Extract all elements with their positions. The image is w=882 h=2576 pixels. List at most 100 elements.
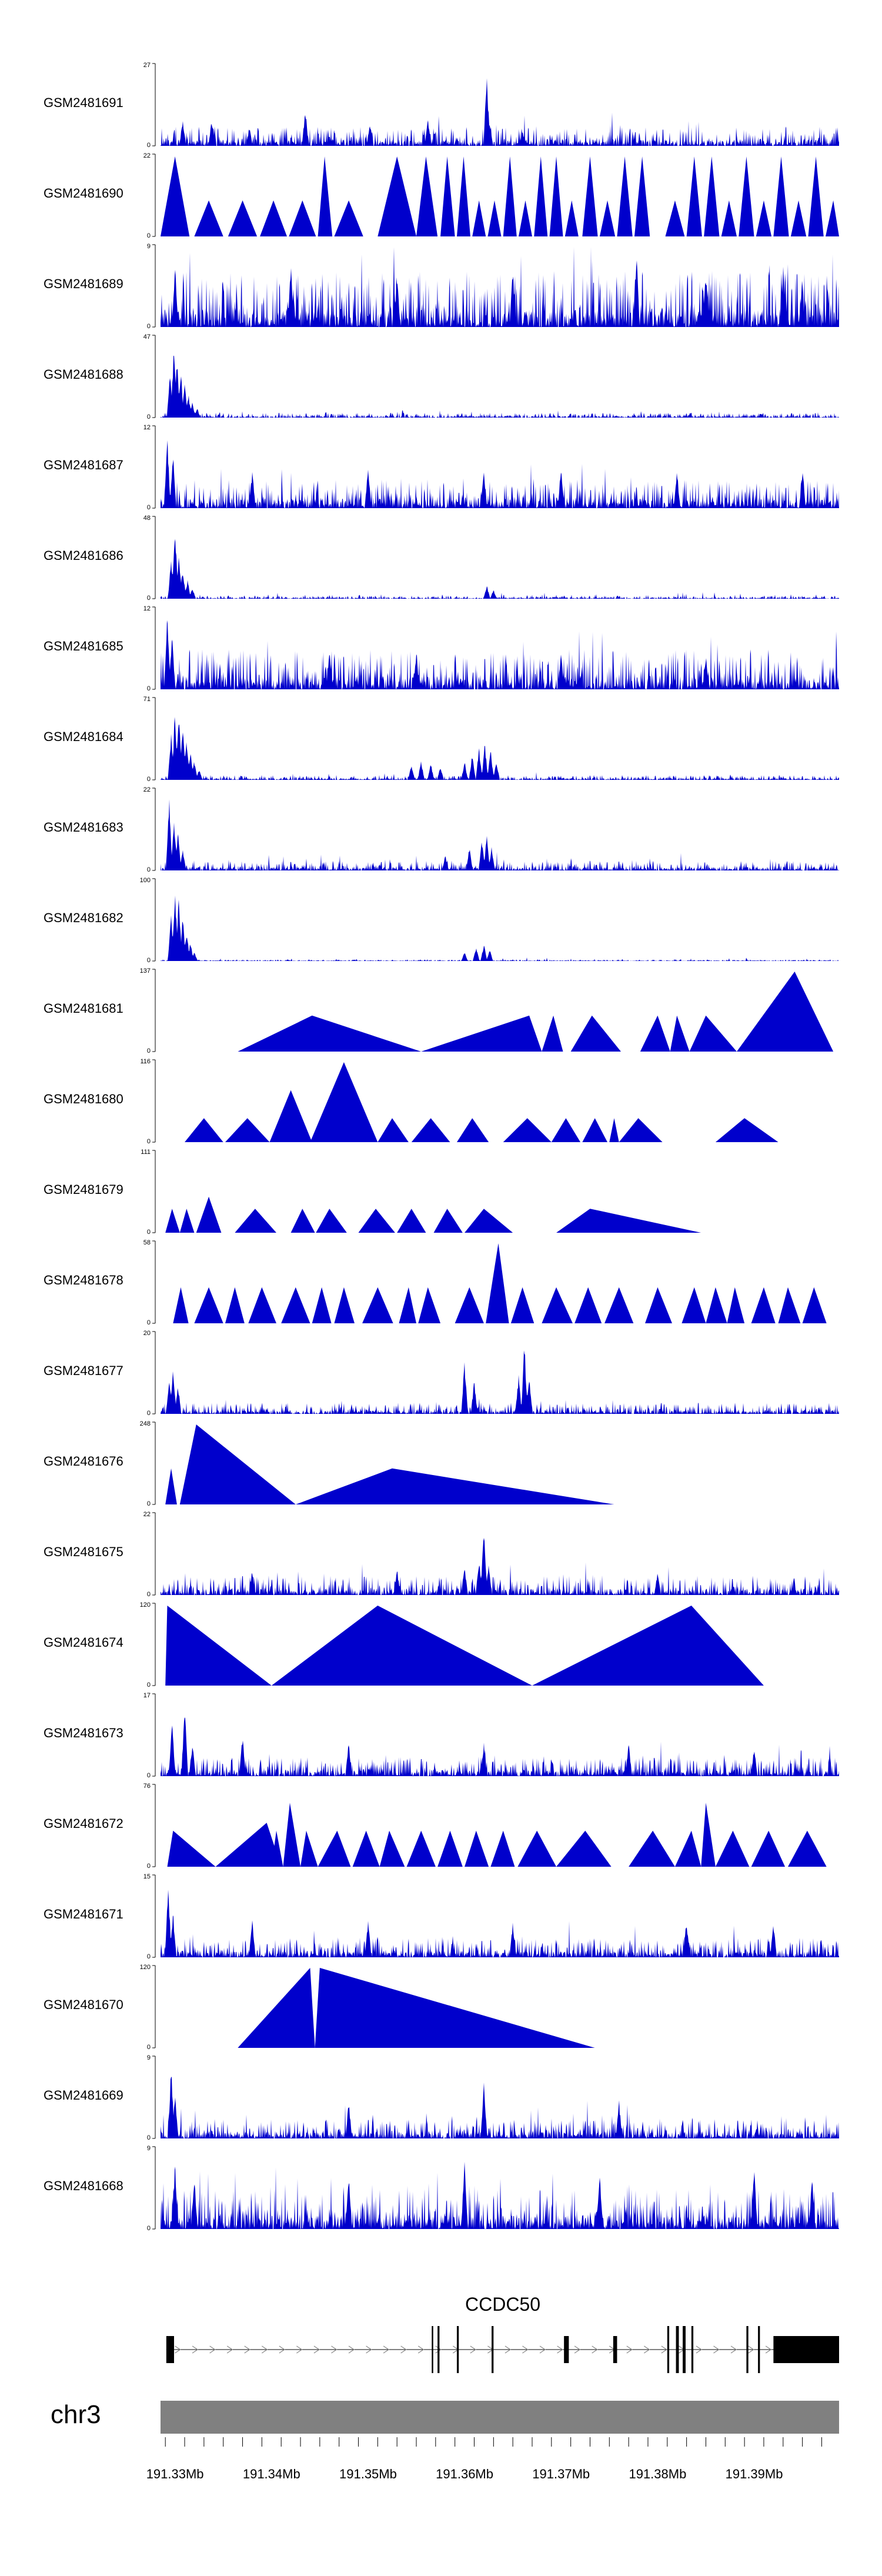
track-ymin-label: 0 xyxy=(147,1319,151,1326)
strand-arrow xyxy=(417,2345,425,2354)
track-GSM2481668: GSM2481668 9 0 xyxy=(44,2145,839,2232)
coverage-peak xyxy=(315,1968,595,2048)
coverage-peak xyxy=(238,1968,315,2048)
gene-exon-marker xyxy=(746,2326,749,2373)
coverage-peak xyxy=(715,1830,750,1867)
coverage-peak xyxy=(629,1830,675,1867)
coverage-peak xyxy=(173,1287,189,1323)
track-ymax-label: 58 xyxy=(143,1239,151,1246)
strand-arrow xyxy=(348,2345,355,2354)
coverage-peak xyxy=(551,1118,581,1142)
axis-tick-label: 191.35Mb xyxy=(339,2467,397,2481)
track-GSM2481679: GSM2481679 111 0 xyxy=(44,1149,701,1236)
strand-arrow xyxy=(366,2345,372,2354)
coverage-peak xyxy=(300,1830,318,1867)
coverage-peak xyxy=(295,1468,614,1504)
strand-arrow xyxy=(175,2345,181,2354)
coverage-peak xyxy=(756,200,772,236)
coverage-peak xyxy=(727,1287,745,1323)
coverage-peak xyxy=(248,1287,276,1323)
track-ymin-label: 0 xyxy=(147,595,151,602)
track-label: GSM2481684 xyxy=(44,729,123,744)
strand-arrow xyxy=(192,2345,199,2354)
coverage-peak xyxy=(455,1287,484,1323)
track-ymax-label: 71 xyxy=(143,696,151,703)
track-GSM2481670: GSM2481670 120 0 xyxy=(44,1964,595,2051)
coverage-peak xyxy=(701,1803,716,1867)
track-ymin-label: 0 xyxy=(147,1500,151,1507)
coverage-peak xyxy=(556,1830,612,1867)
coverage-peak xyxy=(271,1606,532,1686)
gene-exon-marker xyxy=(676,2326,679,2373)
track-GSM2481691: GSM2481691 27 0 xyxy=(44,62,839,149)
coverage-peak xyxy=(418,1287,441,1323)
coverage-peak xyxy=(358,1209,395,1233)
coverage-area xyxy=(161,1537,839,1595)
coverage-peak xyxy=(486,1243,509,1323)
track-label: GSM2481687 xyxy=(44,458,123,472)
coverage-peak xyxy=(739,156,754,236)
coverage-area xyxy=(161,247,839,327)
coverage-peak xyxy=(487,200,502,236)
coverage-peak xyxy=(196,1196,222,1233)
track-ymax-label: 27 xyxy=(143,62,151,69)
coverage-peak xyxy=(564,200,579,236)
axis-tick-label: 191.37Mb xyxy=(532,2467,590,2481)
coverage-peak xyxy=(283,1803,301,1867)
strand-arrow xyxy=(400,2345,407,2354)
coverage-peak xyxy=(179,1209,195,1233)
track-label: GSM2481674 xyxy=(44,1635,123,1650)
coverage-peak xyxy=(751,1830,786,1867)
coverage-peak xyxy=(289,200,316,236)
coverage-peak xyxy=(532,1606,764,1686)
coverage-peak xyxy=(440,156,455,236)
coverage-peak xyxy=(165,1606,272,1686)
coverage-peak xyxy=(808,156,824,236)
strand-arrow xyxy=(331,2345,338,2354)
axis-tick-label: 191.36Mb xyxy=(436,2467,493,2481)
gene-exon-marker xyxy=(691,2326,694,2373)
track-ymin-label: 0 xyxy=(147,2044,151,2051)
coverage-peak xyxy=(570,1015,622,1052)
coverage-peak xyxy=(503,1118,552,1142)
gene-exon-marker xyxy=(667,2326,670,2373)
coverage-peak xyxy=(681,1287,706,1323)
track-ymin-label: 0 xyxy=(147,323,151,330)
coverage-peak xyxy=(316,1209,347,1233)
coverage-peak xyxy=(362,1287,393,1323)
strand-arrow xyxy=(522,2345,529,2354)
coverage-peak xyxy=(352,1830,380,1867)
track-ymax-label: 76 xyxy=(143,1783,151,1790)
coverage-peak xyxy=(826,200,839,236)
coverage-peak xyxy=(290,1209,315,1233)
track-ymin-label: 0 xyxy=(147,142,151,149)
track-GSM2481676: GSM2481676 248 0 xyxy=(44,1420,614,1507)
track-GSM2481685: GSM2481685 12 0 xyxy=(44,605,839,692)
coverage-peak xyxy=(721,200,737,236)
coverage-peak xyxy=(225,1287,245,1323)
coverage-peak xyxy=(225,1118,270,1142)
strand-arrow xyxy=(470,2345,476,2354)
coverage-peak xyxy=(802,1287,827,1323)
track-GSM2481672: GSM2481672 76 0 xyxy=(44,1783,827,1870)
strand-arrow xyxy=(730,2345,737,2354)
coverage-peak xyxy=(519,200,532,236)
coverage-peak xyxy=(534,156,548,236)
track-label: GSM2481678 xyxy=(44,1273,123,1287)
coverage-peak xyxy=(456,1118,489,1142)
coverage-peak xyxy=(406,1830,436,1867)
track-label: GSM2481673 xyxy=(44,1726,123,1740)
track-ymin-label: 0 xyxy=(147,1047,151,1055)
track-ymin-label: 0 xyxy=(147,776,151,783)
coverage-peak xyxy=(167,1830,216,1867)
track-label: GSM2481680 xyxy=(44,1092,123,1106)
coverage-peak xyxy=(686,156,702,236)
coverage-peak xyxy=(397,1209,426,1233)
chromosome-band xyxy=(161,2401,839,2434)
track-ymin-label: 0 xyxy=(147,685,151,692)
coverage-peak xyxy=(433,1209,463,1233)
track-ymax-label: 15 xyxy=(143,1873,151,1880)
gene-exon-marker xyxy=(432,2326,433,2373)
strand-arrow xyxy=(313,2345,320,2354)
track-ymax-label: 47 xyxy=(143,333,151,341)
